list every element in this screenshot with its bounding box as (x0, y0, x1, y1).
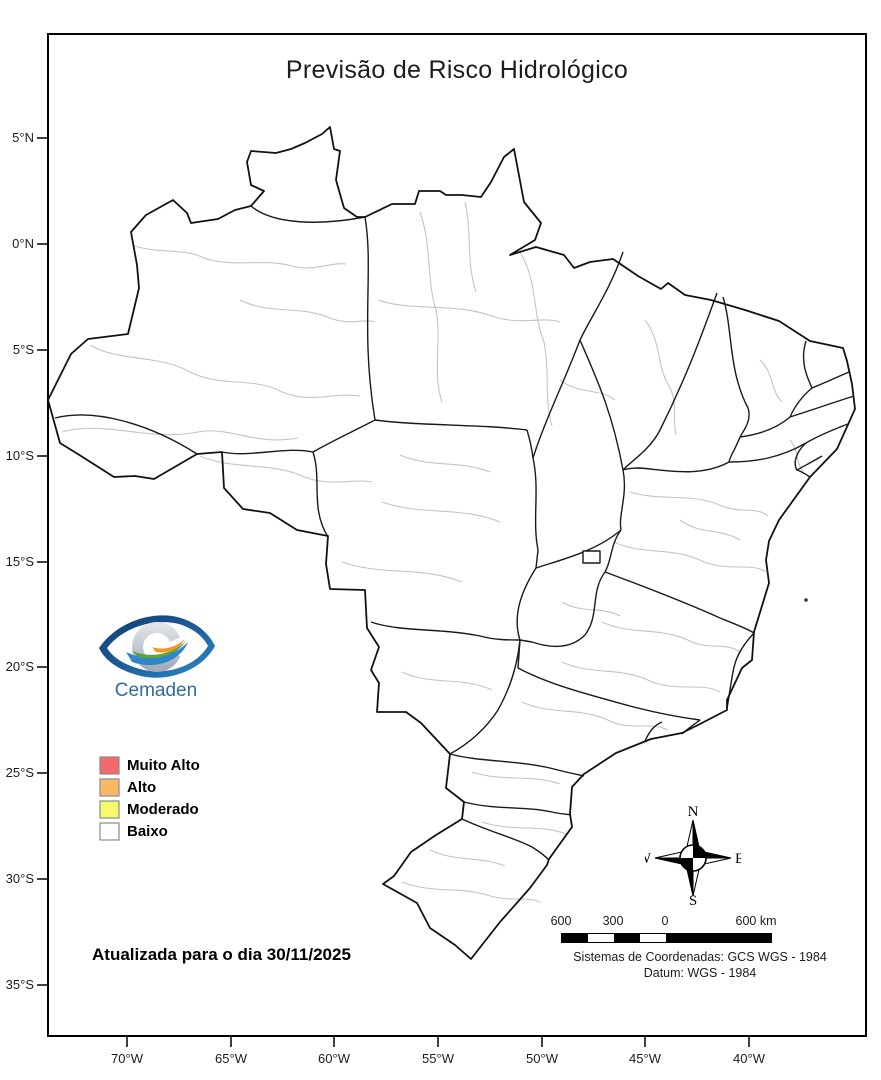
lat-label-20s: 20°S (5, 659, 34, 674)
legend-label-alto: Alto (127, 778, 157, 796)
lon-tick-marks (126, 1036, 750, 1047)
risk-legend: Muito Alto Alto Moderado Baixo (99, 754, 200, 842)
state-boundaries-black (54, 205, 855, 861)
logo-swoosh-blue (126, 642, 188, 666)
lon-label-40w: 40°W (733, 1051, 765, 1066)
legend-swatch-muito-alto (99, 755, 120, 775)
legend-item-moderado: Moderado (99, 798, 200, 820)
lon-label-55w: 55°W (422, 1051, 454, 1066)
compass-n-label: N (688, 804, 699, 820)
scale-bar (561, 933, 772, 943)
lon-label-45w: 45°W (629, 1051, 661, 1066)
legend-item-baixo: Baixo (99, 820, 200, 842)
subbasin-boundaries-gray (61, 201, 806, 903)
legend-swatch-moderado (99, 799, 120, 819)
legend-label-moderado: Moderado (127, 800, 199, 818)
legend-label-muito-alto: Muito Alto (127, 756, 200, 774)
compass-hub-quadrant-sw (680, 858, 693, 871)
lon-label-60w: 60°W (318, 1051, 350, 1066)
lat-label-10s: 10°S (5, 448, 34, 463)
credits-datum: Datum: WGS - 1984 (643, 966, 757, 980)
brazil-outline (47, 126, 856, 960)
cemaden-logo-text: Cemaden (114, 680, 198, 701)
lon-label-65w: 65°W (215, 1051, 247, 1066)
lat-label-35s: 35°S (5, 977, 34, 992)
scale-label-0: 0 (661, 914, 669, 928)
compass-w-label: W (645, 851, 652, 867)
scale-label-600km: 600 km (735, 914, 777, 928)
scale-label-600-left: 600 (550, 914, 572, 928)
update-note: Atualizada para o dia 30/11/2025 (92, 945, 351, 964)
lat-label-5n: 5°N (12, 130, 34, 145)
scale-label-300: 300 (602, 914, 624, 928)
compass-s-label: S (689, 893, 697, 906)
logo-swoosh-orange (152, 639, 185, 653)
compass-rose: N E S W (645, 804, 741, 906)
lat-label-5s: 5°S (12, 342, 34, 357)
compass-e-label: E (735, 851, 741, 867)
legend-swatch-alto (99, 777, 120, 797)
lat-label-0n: 0°N (12, 236, 34, 251)
lat-tick-marks (37, 137, 48, 986)
lon-label-70w: 70°W (111, 1051, 143, 1066)
map-frame (47, 33, 867, 1037)
legend-item-alto: Alto (99, 776, 200, 798)
legend-swatch-baixo (99, 821, 120, 841)
island-dot (804, 598, 808, 602)
compass-hub-quadrant-ne (693, 845, 706, 858)
legend-label-baixo: Baixo (127, 822, 168, 840)
lon-label-50w: 50°W (526, 1051, 558, 1066)
credits-coordinate-system: Sistemas de Coordenadas: GCS WGS - 1984 (573, 950, 827, 964)
lat-label-30s: 30°S (5, 871, 34, 886)
cemaden-logo (99, 615, 215, 678)
lat-label-25s: 25°S (5, 765, 34, 780)
lat-label-15s: 15°S (5, 554, 34, 569)
logo-swoosh-green (132, 641, 186, 659)
map-title: Previsão de Risco Hidrológico (285, 56, 629, 84)
legend-item-muito-alto: Muito Alto (99, 754, 200, 776)
